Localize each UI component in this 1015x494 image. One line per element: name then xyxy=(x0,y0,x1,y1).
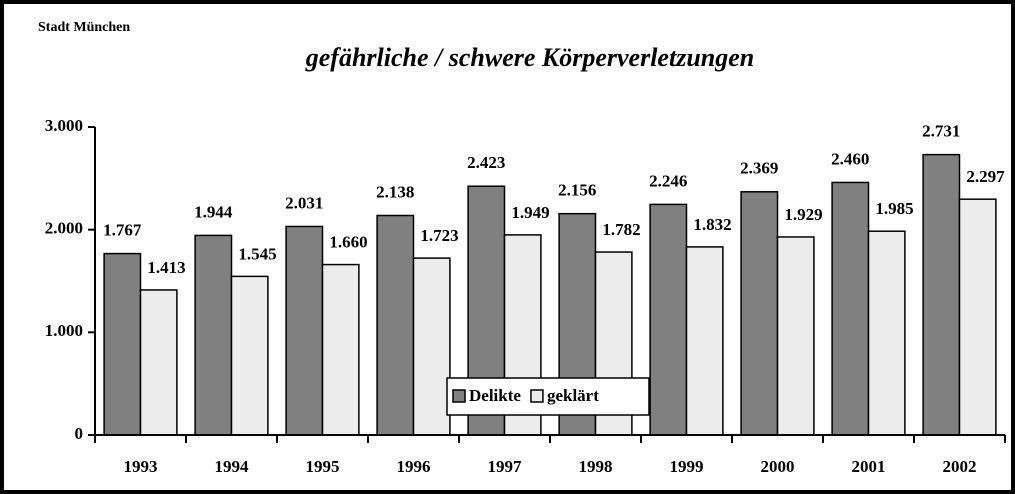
value-label: 1.545 xyxy=(238,244,276,263)
bar xyxy=(321,263,360,436)
legend-box xyxy=(446,377,650,416)
value-label-bg xyxy=(142,257,191,280)
x-tick-label: 1996 xyxy=(397,457,431,476)
bar xyxy=(776,236,815,436)
value-label: 1.723 xyxy=(420,226,458,245)
value-label: 2.369 xyxy=(740,159,778,178)
x-tick-label: 2000 xyxy=(761,457,795,476)
value-label-bg xyxy=(597,220,646,243)
value-label: 1.985 xyxy=(875,199,913,218)
x-tick-label: 1997 xyxy=(488,457,523,476)
value-label: 1.949 xyxy=(511,203,549,222)
chart-title: gefährliche / schwere Körperverletzungen xyxy=(305,43,755,72)
value-label: 1.832 xyxy=(693,215,731,234)
bar xyxy=(194,234,233,436)
value-label-bg xyxy=(233,244,282,267)
value-label-bg xyxy=(506,202,555,225)
bar xyxy=(412,257,451,436)
value-label-bg xyxy=(870,199,919,222)
value-label: 2.731 xyxy=(922,122,960,141)
legend-swatch xyxy=(530,389,544,403)
bar xyxy=(867,230,906,436)
bar xyxy=(958,198,997,436)
value-label: 2.156 xyxy=(558,181,596,200)
bar xyxy=(285,225,324,436)
value-label: 2.423 xyxy=(467,153,505,172)
value-label: 1.944 xyxy=(194,202,233,221)
legend-swatch xyxy=(452,389,466,403)
value-label: 2.246 xyxy=(649,171,687,190)
x-tick-label: 1998 xyxy=(579,457,613,476)
value-label: 1.782 xyxy=(602,220,640,239)
value-label: 2.138 xyxy=(376,182,414,201)
bar xyxy=(831,181,870,436)
value-label-bg xyxy=(688,214,737,237)
x-tick-label: 1995 xyxy=(306,457,340,476)
bar xyxy=(740,191,779,436)
legend-label: Delikte xyxy=(469,386,521,405)
value-label-bg xyxy=(415,226,464,249)
value-label: 1.660 xyxy=(329,232,367,251)
value-label: 2.031 xyxy=(285,193,323,212)
value-label-bg xyxy=(779,204,828,227)
value-label-bg xyxy=(324,232,373,255)
bar xyxy=(649,203,688,436)
y-tick-label: 1.000 xyxy=(45,321,83,340)
value-label: 1.767 xyxy=(103,220,142,239)
value-label: 2.460 xyxy=(831,149,869,168)
bar xyxy=(103,252,142,436)
bar xyxy=(376,214,415,436)
y-tick-label: 2.000 xyxy=(45,219,83,238)
x-tick-label: 2002 xyxy=(943,457,977,476)
x-tick-label: 1999 xyxy=(670,457,704,476)
legend-label: geklärt xyxy=(547,386,599,405)
bar xyxy=(922,153,961,436)
value-label: 2.297 xyxy=(966,167,1005,186)
chart-subtitle: Stadt München xyxy=(38,20,130,35)
y-tick-label: 0 xyxy=(75,424,84,443)
value-label-bg xyxy=(961,167,1010,190)
x-tick-label: 1994 xyxy=(215,457,250,476)
x-tick-label: 1993 xyxy=(124,457,158,476)
value-label: 1.929 xyxy=(784,205,822,224)
bar xyxy=(685,246,724,436)
value-label: 1.413 xyxy=(147,258,185,277)
bar xyxy=(139,289,178,436)
x-tick-label: 2001 xyxy=(852,457,886,476)
y-tick-label: 3.000 xyxy=(45,116,83,135)
bar xyxy=(230,275,269,436)
